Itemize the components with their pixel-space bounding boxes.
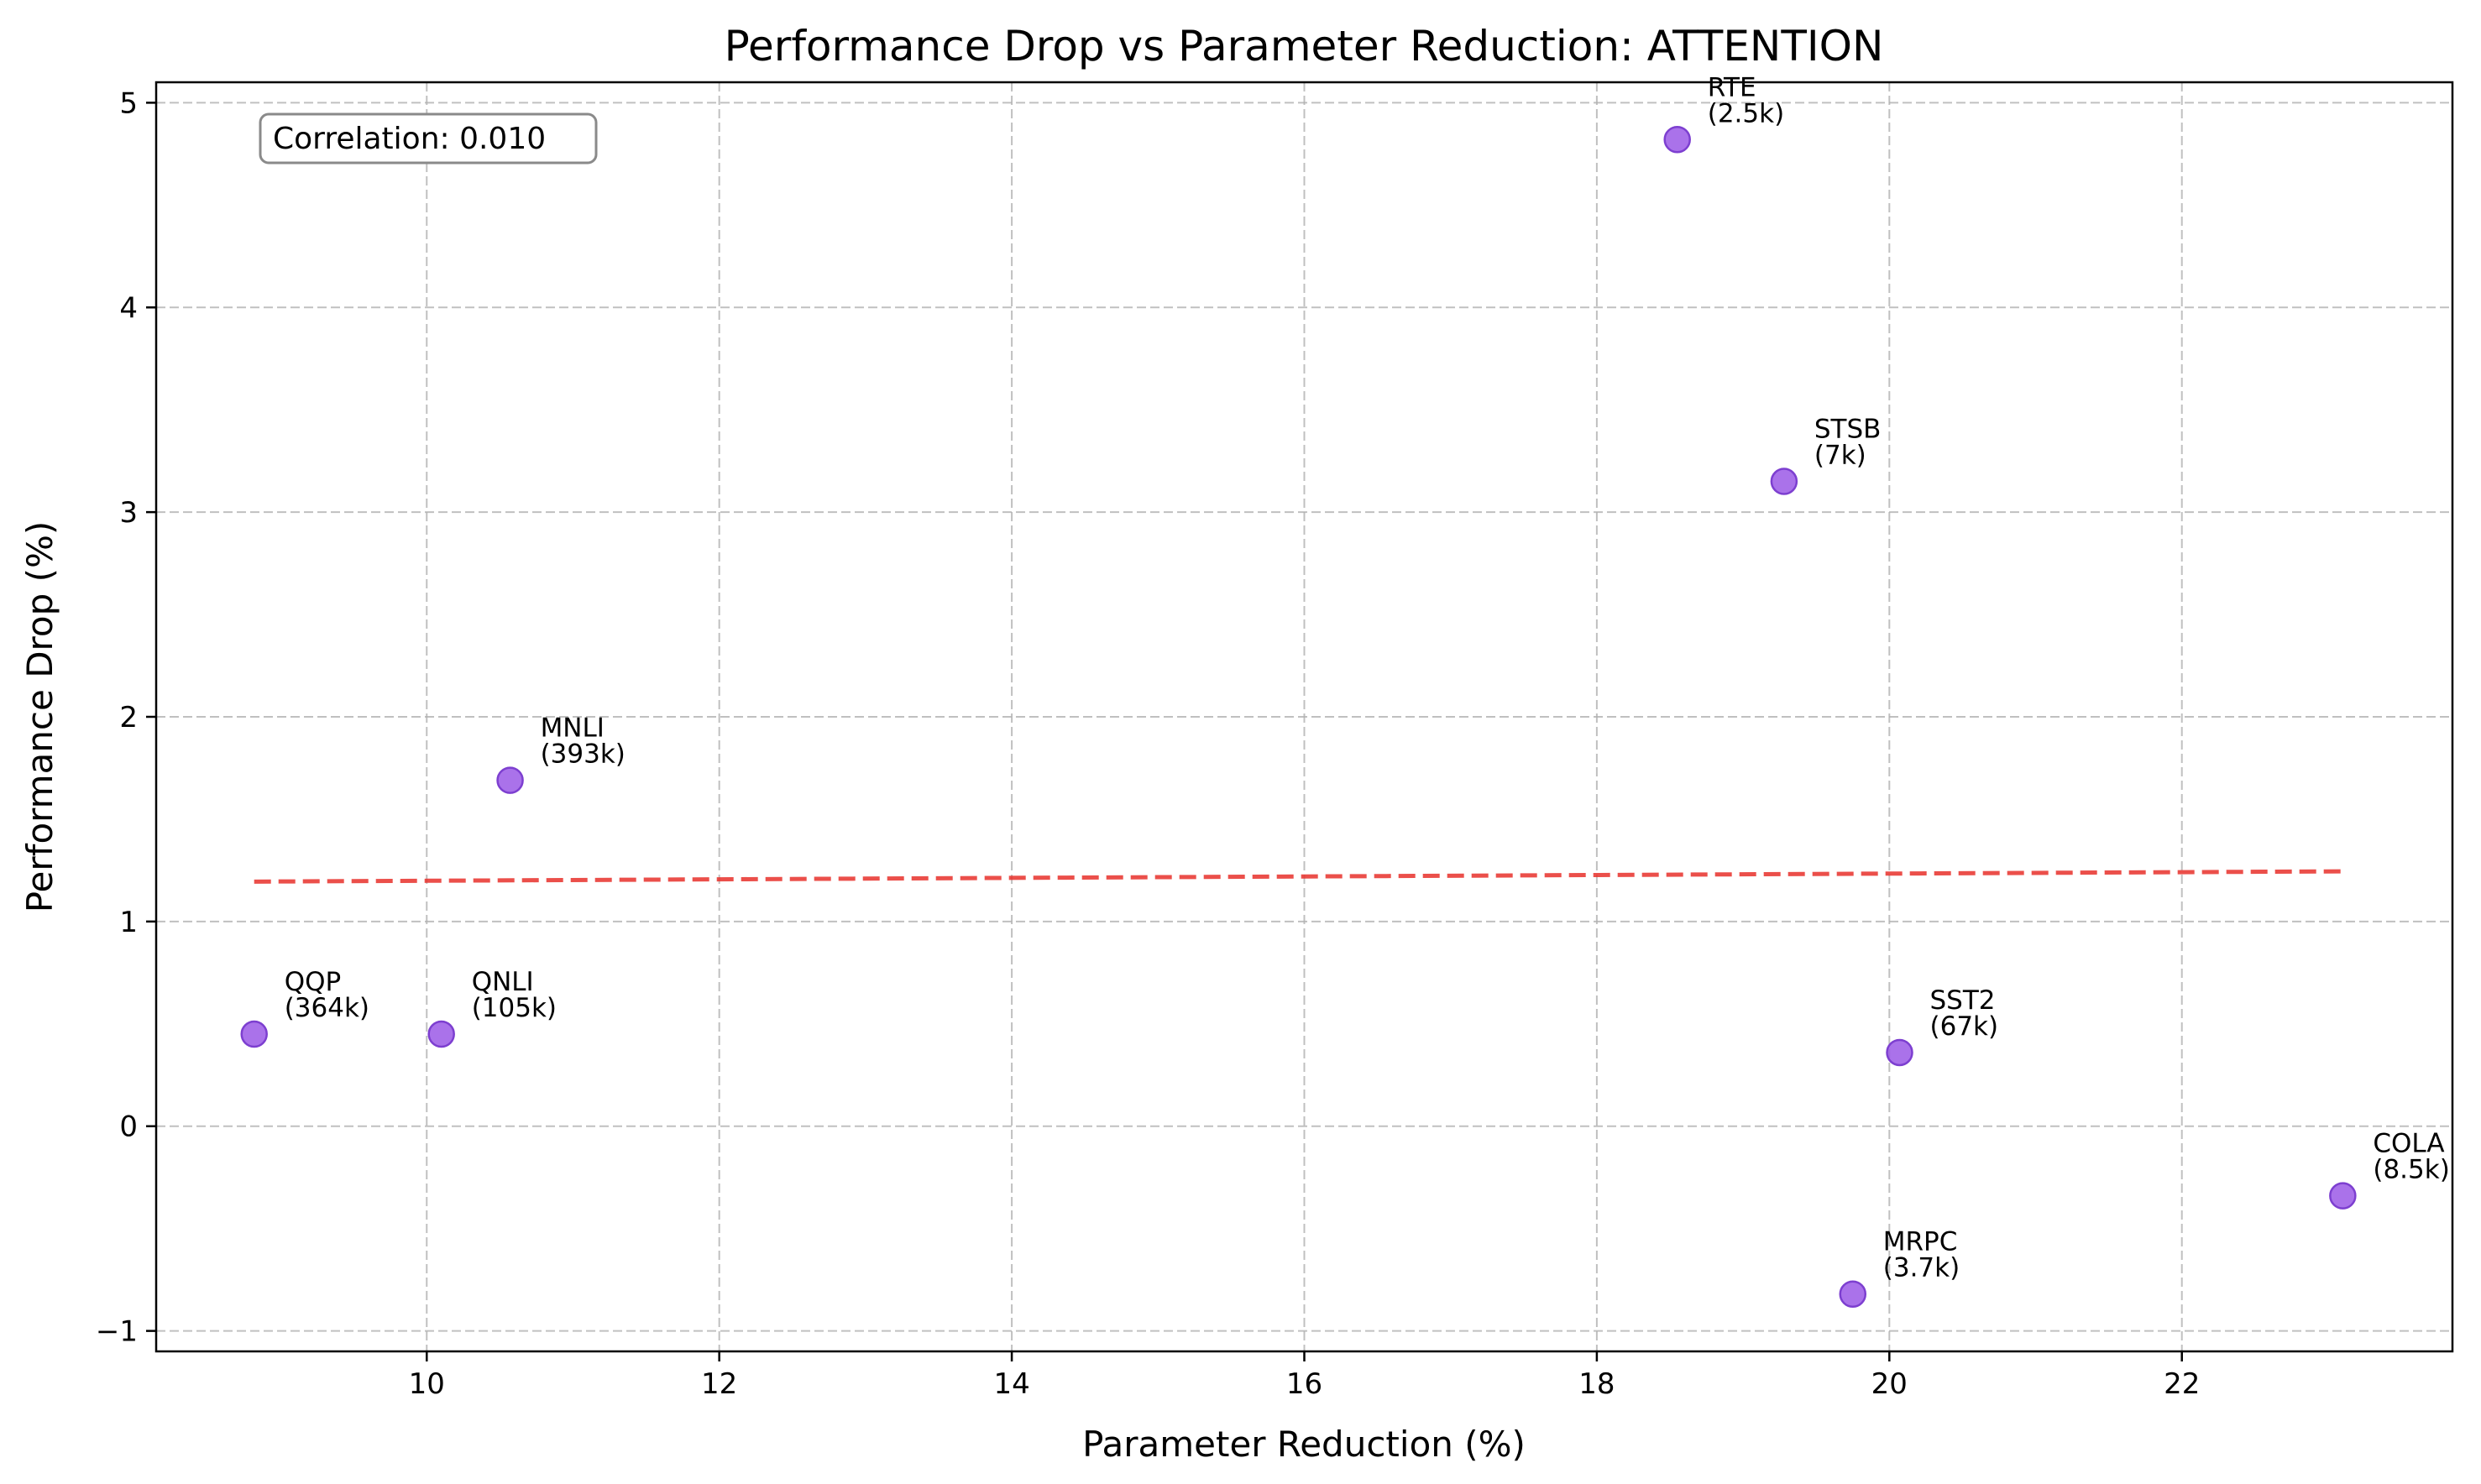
- y-tick-label: 2: [119, 701, 138, 734]
- point-label-size: (364k): [285, 993, 369, 1023]
- x-tick-label: 12: [701, 1367, 737, 1401]
- data-point-sst2: [1886, 1038, 1913, 1067]
- point-label-name: COLA: [2373, 1129, 2444, 1159]
- point-label-size: (3.7k): [1883, 1253, 1960, 1283]
- y-tick-label: 3: [119, 496, 138, 530]
- data-points: [240, 126, 2357, 1308]
- trend-line: [254, 869, 2343, 884]
- point-label-name: MRPC: [1883, 1227, 1958, 1257]
- point-label-name: QQP: [285, 967, 342, 997]
- data-point-qqp: [240, 1020, 268, 1048]
- point-label-name: MNLI: [541, 713, 605, 744]
- x-tick-label: 18: [1578, 1367, 1615, 1401]
- data-point-qnli: [427, 1020, 455, 1048]
- trend-line-group: [254, 869, 2343, 884]
- point-label-size: (2.5k): [1708, 98, 1784, 128]
- point-label-name: QNLI: [472, 967, 534, 997]
- correlation-text: Correlation: 0.010: [273, 122, 546, 156]
- y-tick-label: 4: [119, 291, 138, 325]
- data-point-stsb: [1770, 468, 1798, 495]
- correlation-box: [259, 112, 598, 165]
- point-label-size: (105k): [472, 993, 557, 1023]
- point-label-size: (7k): [1814, 441, 1866, 471]
- data-point-mrpc: [1839, 1280, 1867, 1308]
- y-tick-label: 5: [119, 86, 138, 120]
- x-tick-label: 16: [1286, 1367, 1322, 1401]
- x-axis-label: Parameter Reduction (%): [1082, 1424, 1526, 1465]
- y-tick-label: 0: [119, 1110, 138, 1144]
- grid-lines: [156, 82, 2452, 1351]
- y-tick-label: 1: [119, 906, 138, 939]
- point-label-name: SST2: [1930, 985, 1996, 1016]
- data-point-rte: [1663, 126, 1691, 154]
- x-tick-label: 20: [1871, 1367, 1908, 1401]
- data-point-cola: [2329, 1182, 2357, 1210]
- x-tick-label: 14: [993, 1367, 1029, 1401]
- point-label-size: (393k): [541, 739, 625, 770]
- point-label-size: (67k): [1930, 1011, 1999, 1042]
- point-label-name: STSB: [1814, 415, 1882, 445]
- chart-title: Performance Drop vs Parameter Reduction:…: [725, 22, 1884, 71]
- data-point-mnli: [496, 766, 524, 794]
- y-axis-label: Performance Drop (%): [19, 521, 60, 913]
- x-tick-label: 22: [2164, 1367, 2200, 1401]
- y-tick-label: −1: [96, 1315, 138, 1349]
- point-label-name: RTE: [1708, 72, 1756, 102]
- point-labels: QQP(364k) QNLI(105k) MNLI(393k) RTE(2.5k) ST…: [285, 72, 2450, 1283]
- point-label-size: (8.5k): [2373, 1155, 2449, 1185]
- x-tick-label: 10: [409, 1367, 445, 1401]
- correlation-annotation: Correlation: 0.010: [259, 112, 598, 165]
